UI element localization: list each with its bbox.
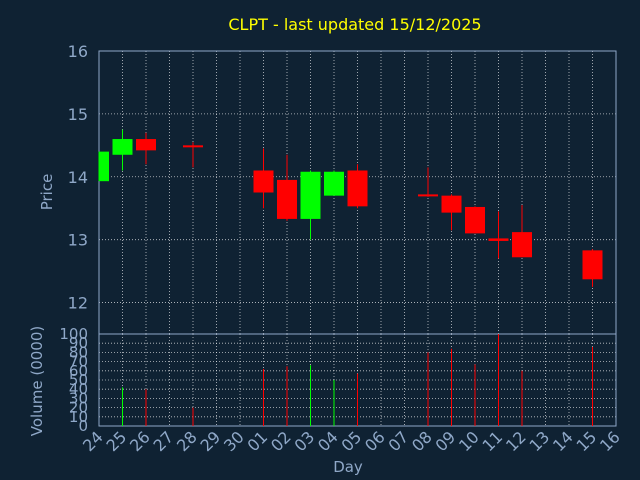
volume-tick-label: 70 (69, 353, 88, 371)
candle (98, 151, 109, 182)
candle (347, 164, 368, 209)
candle (465, 206, 485, 234)
candle-body (183, 145, 203, 148)
candle-body (512, 232, 532, 258)
candle (183, 142, 203, 168)
price-tick-label: 14 (68, 168, 88, 187)
candle-body (465, 206, 485, 234)
candle-body (136, 139, 156, 151)
volume-tick-label: 30 (69, 389, 88, 407)
candle-body (277, 179, 297, 219)
chart-title: CLPT - last updated 15/12/2025 (228, 15, 481, 34)
candles (98, 129, 603, 287)
volume-tick-label: 100 (59, 325, 88, 343)
candle (300, 170, 321, 240)
candle (582, 249, 603, 287)
candle (324, 170, 344, 196)
volume-bars (122, 334, 593, 426)
candle-body (441, 195, 462, 213)
candle-body (488, 238, 509, 241)
candle (512, 205, 532, 258)
candle-body (253, 170, 274, 193)
volume-tick-label: 80 (69, 343, 88, 361)
volume-tick-label: 90 (69, 334, 88, 352)
candle (253, 148, 274, 209)
price-tick-label: 13 (68, 231, 88, 250)
candle-body (418, 194, 438, 197)
candle (112, 129, 133, 171)
candle (277, 154, 297, 221)
candle (418, 167, 438, 197)
price-y-ticks: 12 13 14 15 16 (68, 42, 88, 313)
candle-body (582, 250, 603, 280)
candle-body (324, 171, 344, 196)
candle-body (300, 171, 321, 219)
volume-tick-label: 0 (78, 417, 88, 435)
volume-tick-label: 50 (69, 371, 88, 389)
candle (136, 132, 156, 165)
price-tick-label: 16 (68, 42, 88, 61)
candle-body (99, 151, 109, 182)
volume-tick-label: 10 (69, 408, 88, 426)
price-tick-label: 15 (68, 105, 88, 124)
volume-tick-label: 60 (69, 362, 88, 380)
candle (488, 211, 509, 259)
volume-tick-label: 20 (69, 399, 88, 417)
candle (441, 194, 462, 231)
candle-body (347, 170, 368, 207)
x-axis-label: Day (333, 458, 363, 476)
price-tick-label: 12 (68, 294, 88, 313)
volume-axis-label: Volume (0000) (28, 326, 46, 436)
candle-body (112, 139, 133, 155)
x-tick-labels: 2425262728293001020304050607080910111213… (79, 427, 624, 455)
volume-tick-label: 40 (69, 380, 88, 398)
price-axis-label: Price (38, 174, 56, 211)
